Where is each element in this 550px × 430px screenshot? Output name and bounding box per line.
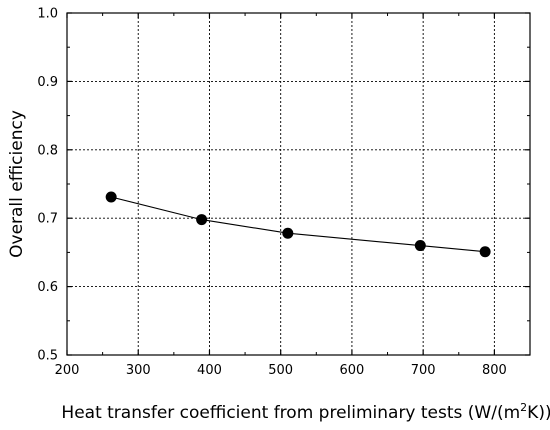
x-axis-title-end: K)) <box>527 403 550 423</box>
axis-ticks <box>66 12 530 356</box>
x-tick-label: 600 <box>340 363 365 378</box>
y-tick-label: 0.5 <box>37 349 58 364</box>
y-tick-label: 0.8 <box>37 143 58 158</box>
y-tick-label: 0.7 <box>37 212 58 227</box>
x-axis-title-superscript: 2 <box>520 401 527 414</box>
x-axis-title: Heat transfer coefficient from prelimina… <box>61 401 550 423</box>
x-tick-label: 500 <box>268 363 293 378</box>
y-tick-label: 1.0 <box>37 7 58 22</box>
y-axis-title: Overall efficiency <box>7 110 27 258</box>
y-tick-label: 0.9 <box>37 75 58 90</box>
data-point <box>479 246 491 258</box>
data-point <box>196 214 208 226</box>
data-point <box>105 191 117 203</box>
grid-lines <box>67 13 530 355</box>
data-point <box>282 227 294 239</box>
x-tick-label: 400 <box>197 363 222 378</box>
y-axis-tick-labels: 0.5 0.6 0.7 0.8 0.9 1.0 <box>37 7 58 364</box>
x-axis-title-main: Heat transfer coefficient from prelimina… <box>61 403 520 423</box>
x-tick-label: 800 <box>482 363 507 378</box>
x-tick-label: 200 <box>55 363 80 378</box>
data-point <box>414 240 426 252</box>
x-tick-label: 700 <box>411 363 436 378</box>
x-axis-tick-labels: 200 300 400 500 600 700 800 <box>55 363 507 378</box>
data-series <box>105 191 491 258</box>
plot-frame <box>66 12 531 356</box>
series-line <box>111 196 486 253</box>
x-tick-label: 300 <box>126 363 151 378</box>
y-tick-label: 0.6 <box>37 280 58 295</box>
